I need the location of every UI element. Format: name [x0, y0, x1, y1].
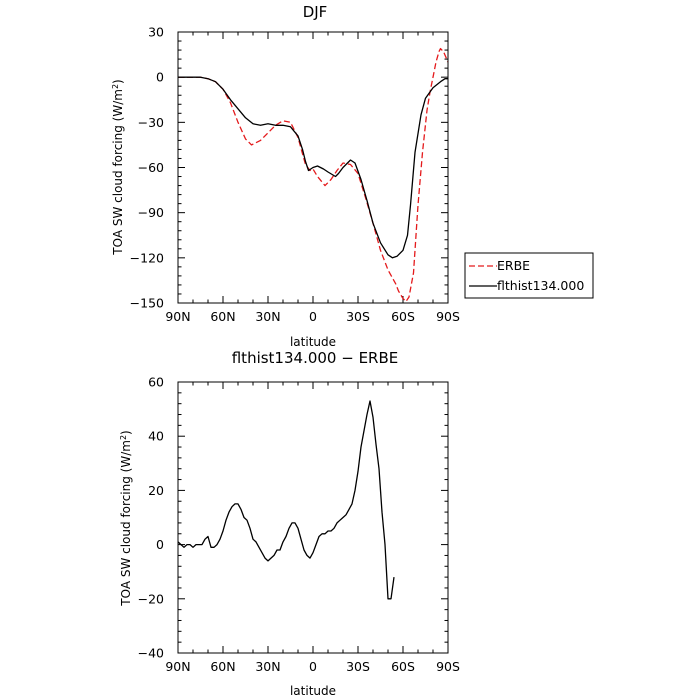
top-x-tick-label: 90N	[165, 309, 190, 324]
bottom-chart: flthist134.000 − ERBE 90N 60N 30N 0 30S 60S 90…	[119, 349, 460, 698]
top-chart-legend: ERBE flthist134.000	[464, 252, 594, 299]
legend-frame	[464, 252, 594, 299]
top-x-tick-label: 30S	[346, 309, 370, 324]
top-x-tick-label: 60S	[391, 309, 415, 324]
bottom-y-tick-label: 60	[148, 375, 164, 390]
bottom-x-tick-label: 90S	[436, 659, 460, 674]
bottom-y-tick-label: 40	[148, 429, 164, 444]
top-x-tick-label: 30N	[255, 309, 280, 324]
bottom-x-tick-label: 60N	[210, 659, 235, 674]
top-chart-title: DJF	[303, 3, 328, 21]
top-chart: DJF 90N 60N 30N 0 30S 60S 90S 30 0 −30 −60 −90 −120…	[111, 3, 594, 349]
top-y-tick-label: −150	[130, 296, 164, 311]
bottom-chart-lines	[177, 400, 395, 600]
bottom-chart-y-label-exp: 2	[119, 435, 128, 440]
bottom-chart-y-axis-label: TOA SW cloud forcing (W/m2)	[119, 430, 134, 606]
bottom-chart-y-tick-labels: 60 40 20 0 −20 −40	[138, 375, 164, 661]
bottom-chart-y-label-unit: W/m	[119, 440, 133, 468]
bottom-chart-x-tick-labels: 90N 60N 30N 0 30S 60S 90S	[165, 659, 460, 674]
bottom-chart-title: flthist134.000 − ERBE	[232, 349, 399, 367]
top-series-line-0	[178, 47, 449, 303]
top-chart-y-label-main: TOA SW cloud forcing (	[111, 117, 125, 256]
top-x-tick-label: 0	[309, 309, 317, 324]
bottom-series-line-0	[177, 400, 395, 600]
top-chart-frame	[177, 31, 449, 304]
bottom-y-tick-label: −20	[138, 591, 164, 606]
top-chart-y-label-unit: W/m	[111, 89, 125, 117]
bottom-y-tick-label: 20	[148, 483, 164, 498]
bottom-x-tick-label: 90N	[165, 659, 190, 674]
top-chart-y-tick-labels: 30 0 −30 −60 −90 −120 −150	[130, 25, 164, 311]
bottom-y-tick-label: 0	[156, 537, 164, 552]
bottom-chart-frame	[177, 381, 449, 654]
top-chart-x-axis-label: latitude	[290, 335, 336, 349]
top-y-tick-label: −120	[130, 250, 164, 265]
bottom-chart-y-label-main: TOA SW cloud forcing (	[119, 468, 133, 607]
bottom-chart-x-axis-label: latitude	[290, 684, 336, 698]
top-y-tick-label: −90	[138, 205, 164, 220]
top-chart-y-axis-label: TOA SW cloud forcing (W/m2)	[111, 79, 126, 255]
bottom-chart-y-label-close: )	[119, 430, 133, 435]
legend-label-erbe: ERBE	[497, 258, 530, 273]
top-y-tick-label: −30	[138, 115, 164, 130]
bottom-x-tick-label: 60S	[391, 659, 415, 674]
bottom-x-tick-label: 30N	[255, 659, 280, 674]
bottom-chart-ticks	[177, 381, 449, 654]
bottom-x-tick-label: 30S	[346, 659, 370, 674]
top-y-tick-label: 30	[148, 25, 164, 40]
top-x-tick-label: 90S	[436, 309, 460, 324]
top-y-tick-label: 0	[156, 70, 164, 85]
top-chart-lines	[178, 47, 449, 303]
bottom-x-tick-label: 0	[309, 659, 317, 674]
top-chart-y-label-exp: 2	[111, 84, 120, 89]
top-chart-y-label-close: )	[111, 79, 125, 84]
legend-label-flthist: flthist134.000	[497, 278, 584, 293]
bottom-y-tick-label: −40	[138, 646, 164, 661]
top-x-tick-label: 60N	[210, 309, 235, 324]
top-chart-x-tick-labels: 90N 60N 30N 0 30S 60S 90S	[165, 309, 460, 324]
top-y-tick-label: −60	[138, 160, 164, 175]
top-series-line-1	[178, 76, 448, 259]
